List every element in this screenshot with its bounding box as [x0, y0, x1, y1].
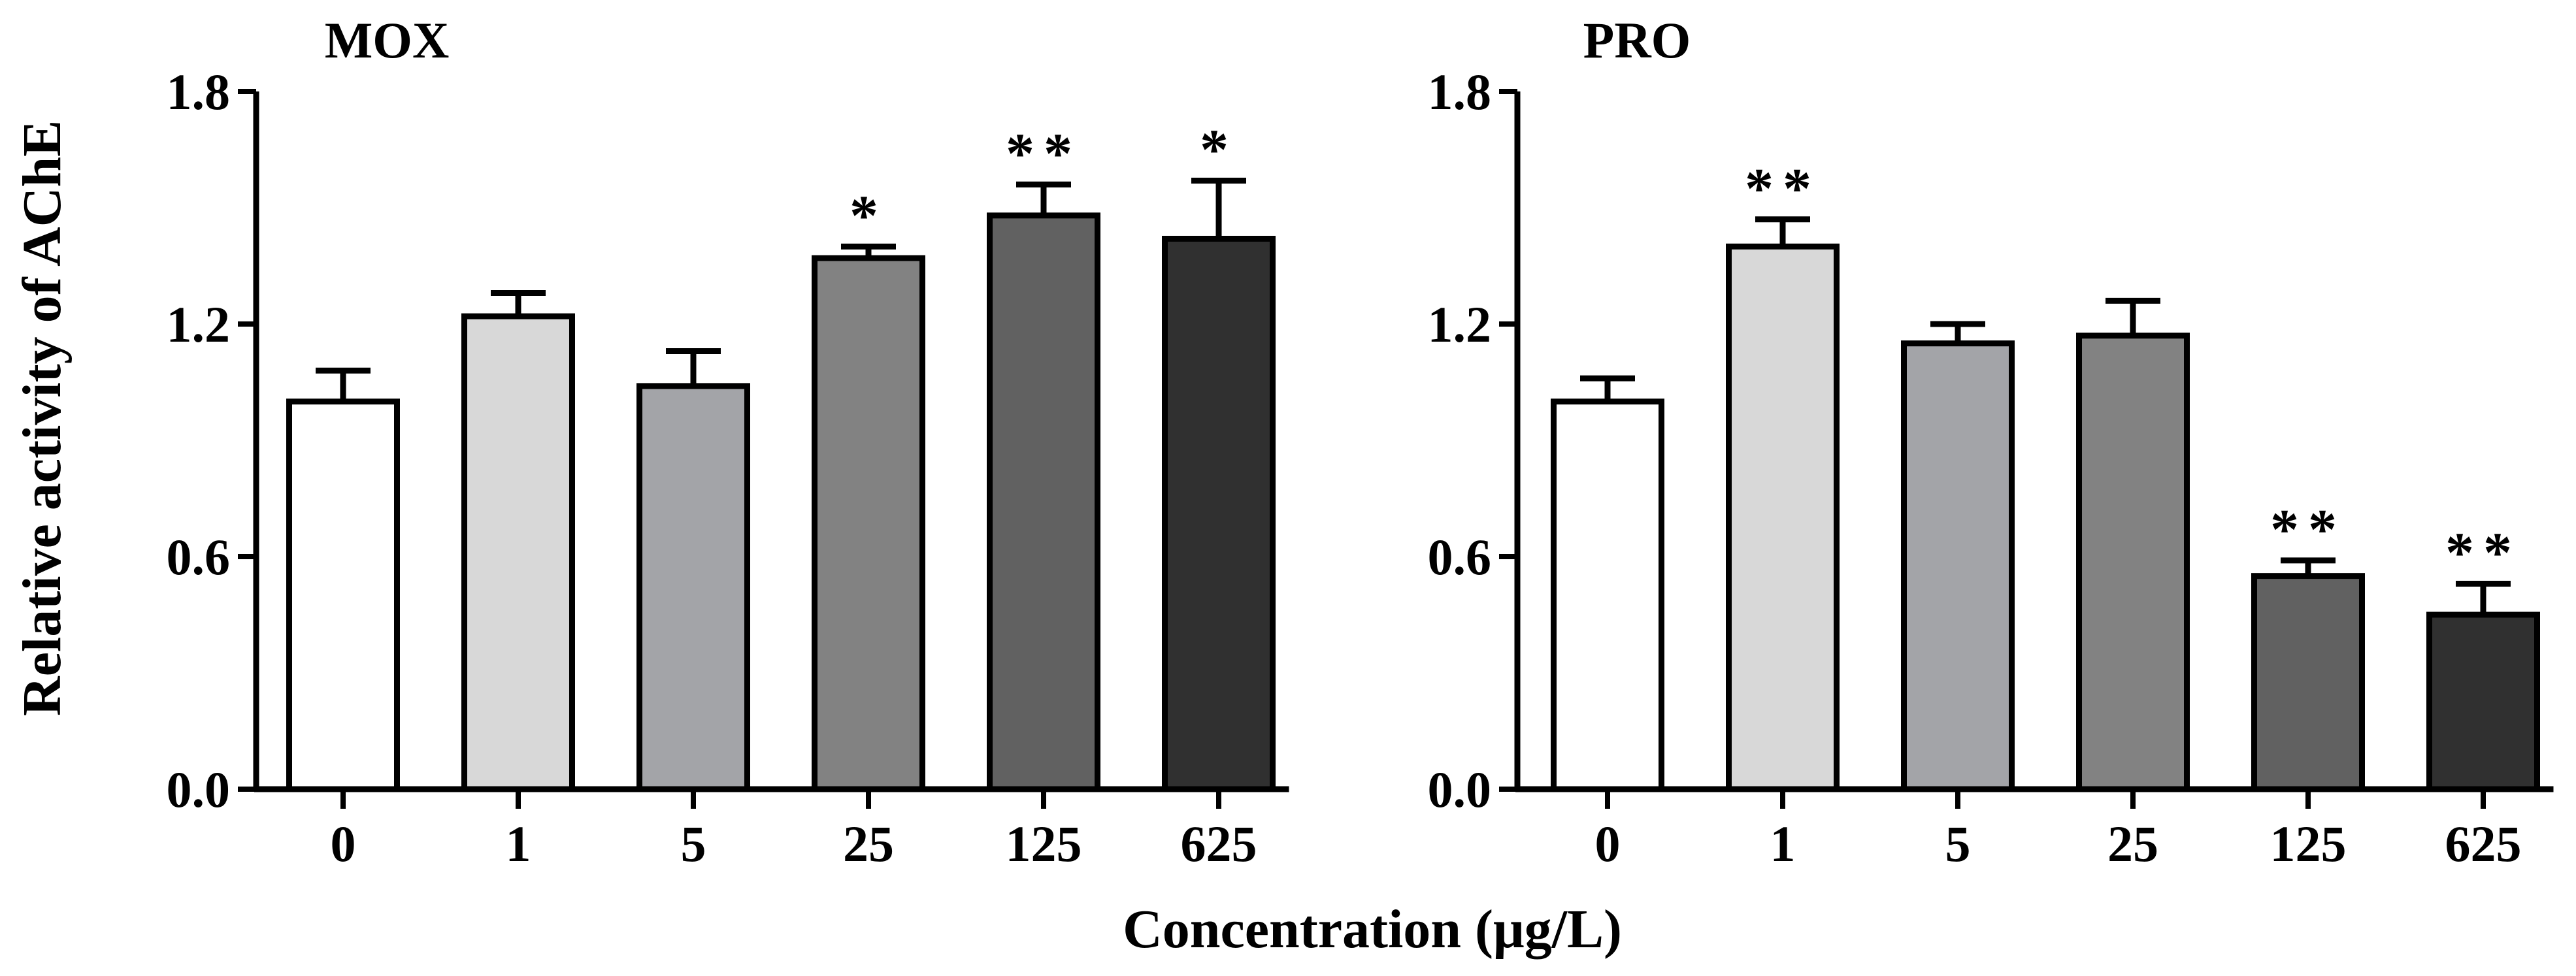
x-tick-label: 1	[1770, 815, 1796, 872]
bar	[2426, 611, 2540, 792]
x-tick-label: 125	[2270, 815, 2347, 872]
bar	[1901, 340, 2015, 792]
y-tick-label: 1.2	[167, 296, 231, 353]
bar	[636, 383, 750, 792]
x-tick-label: 625	[1181, 815, 1257, 872]
bar	[2076, 333, 2190, 792]
x-tick-label: 125	[1006, 815, 1082, 872]
panel-mox: MOX 0.0 0.6 1.2 1.8 0 1 5 25 * 125 ** 625 *	[167, 12, 1289, 872]
y-axis-title: Relative activity of AChE	[12, 120, 73, 716]
bar	[286, 399, 400, 792]
y-tick-label: 0.6	[167, 529, 231, 585]
x-axis-title: Concentration (μg/L)	[1123, 899, 1622, 960]
significance-label: **	[2270, 498, 2346, 562]
x-tick-label: 625	[2445, 815, 2522, 872]
y-tick-label: 0.0	[1428, 761, 1492, 818]
bar	[1726, 243, 1840, 792]
significance-label: **	[1745, 157, 1821, 221]
x-tick-label: 5	[1945, 815, 1971, 872]
x-tick-label: 25	[843, 815, 894, 872]
bar	[1162, 235, 1276, 792]
y-tick-label: 0.0	[167, 761, 231, 818]
panel-title: MOX	[325, 12, 450, 69]
y-tick-label: 1.8	[167, 63, 231, 120]
panel-pro: PRO 0.0 0.6 1.2 1.8 0 1 ** 5 25 125 ** 625 **	[1428, 12, 2554, 872]
bar	[461, 313, 575, 792]
x-tick-label: 0	[1595, 815, 1621, 872]
panel-title: PRO	[1583, 12, 1691, 69]
bar	[987, 212, 1100, 792]
y-tick-label: 0.6	[1428, 529, 1492, 585]
significance-label: **	[1006, 122, 1082, 186]
significance-label: **	[2445, 522, 2521, 585]
bar	[812, 255, 925, 792]
significance-label: *	[850, 184, 887, 248]
bar	[2251, 573, 2365, 792]
bar	[1551, 399, 1664, 792]
x-tick-label: 5	[681, 815, 706, 872]
y-tick-label: 1.2	[1428, 296, 1492, 353]
x-tick-label: 0	[331, 815, 356, 872]
significance-label: *	[1200, 118, 1238, 182]
y-tick-label: 1.8	[1428, 63, 1492, 120]
x-tick-label: 25	[2107, 815, 2158, 872]
x-tick-label: 1	[506, 815, 531, 872]
